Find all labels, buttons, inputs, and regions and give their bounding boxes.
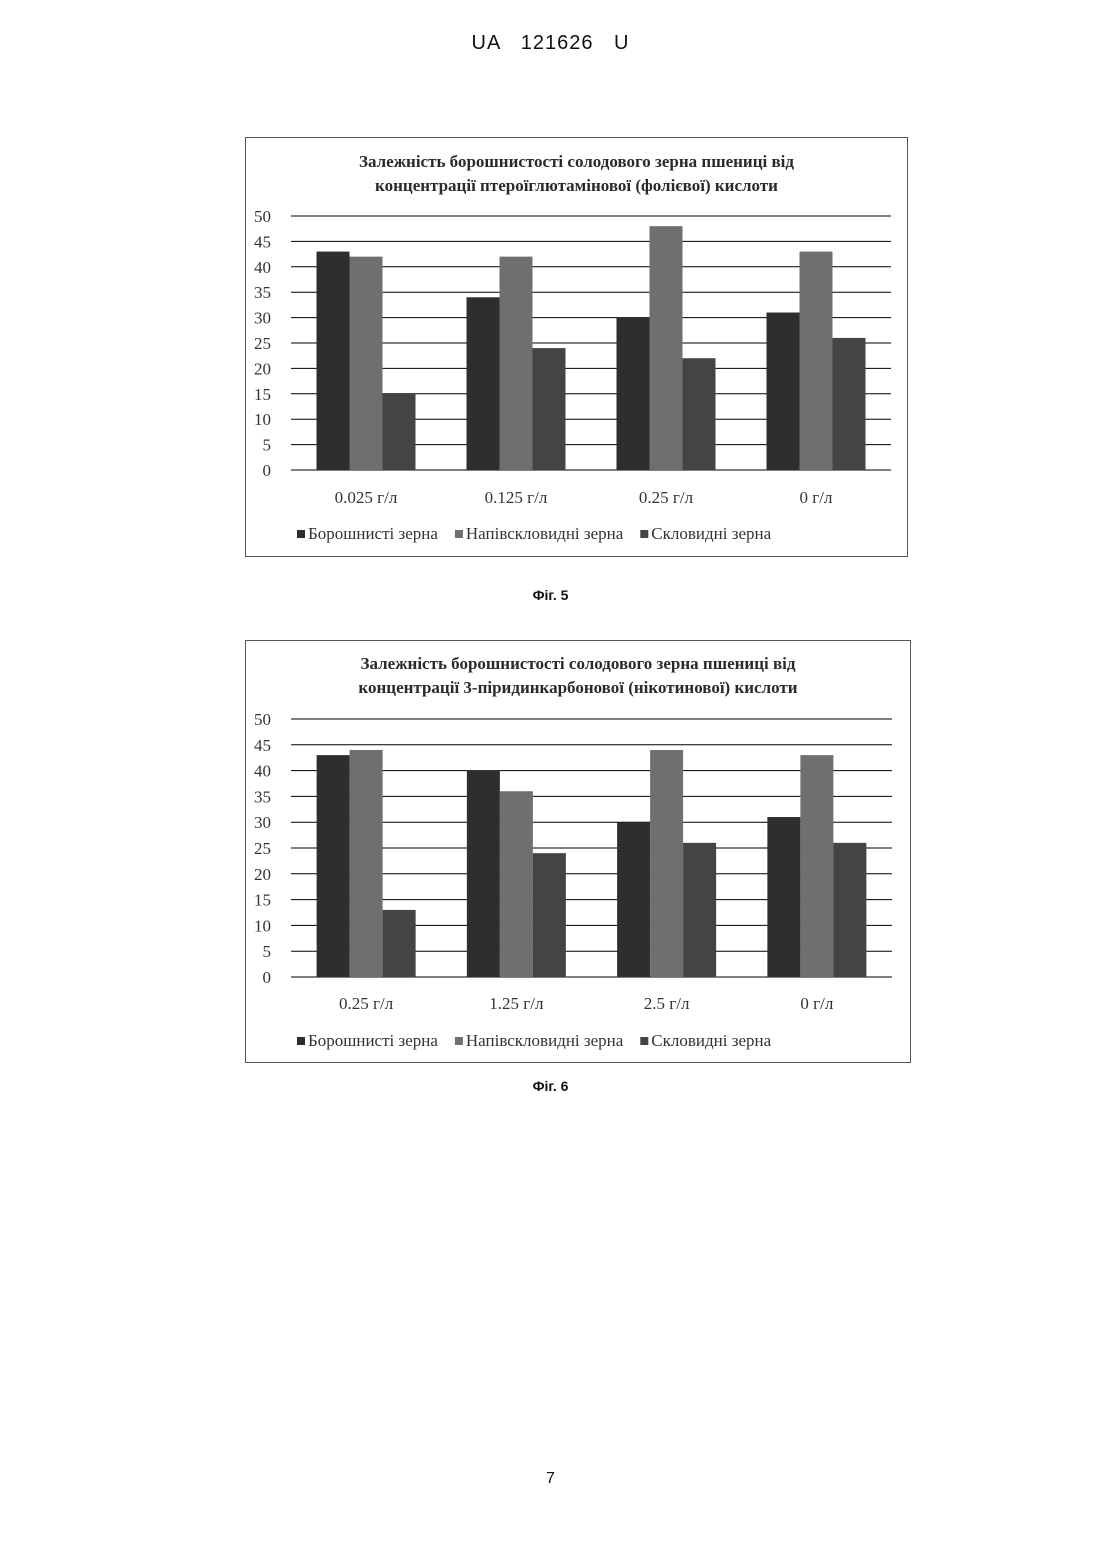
legend-swatch bbox=[455, 1037, 463, 1045]
legend-label: Напівскловидні зерна bbox=[466, 524, 624, 543]
bar-3-4 bbox=[833, 338, 866, 470]
chart-title-line: Залежність борошнистості солодового зерн… bbox=[359, 152, 794, 171]
bar-3-1 bbox=[383, 910, 416, 977]
chart-figure-6: Залежність борошнистості солодового зерн… bbox=[245, 640, 911, 1063]
y-tick-label: 40 bbox=[254, 258, 271, 277]
bar-1-3 bbox=[617, 822, 650, 977]
bar-1-2 bbox=[467, 297, 500, 470]
figure-caption-5: Фіг. 5 bbox=[0, 587, 1101, 603]
legend-label: Напівскловидні зерна bbox=[466, 1031, 624, 1050]
bar-2-3 bbox=[650, 750, 683, 977]
legend-swatch bbox=[297, 1037, 305, 1045]
y-tick-label: 45 bbox=[254, 736, 271, 755]
x-tick-label: 2.5 г/л bbox=[644, 994, 690, 1013]
bar-3-1 bbox=[383, 394, 416, 470]
x-tick-label: 0.25 г/л bbox=[339, 994, 394, 1013]
y-tick-label: 10 bbox=[254, 916, 271, 935]
y-tick-label: 30 bbox=[254, 309, 271, 328]
legend-label: Скловидні зерна bbox=[651, 1031, 771, 1050]
legend-label: Скловидні зерна bbox=[651, 524, 771, 543]
x-tick-label: 1.25 г/л bbox=[489, 994, 544, 1013]
chart-title-line: концентрації 3-піридинкарбонової (нікоти… bbox=[358, 678, 797, 697]
document-header: UA 121626 U bbox=[0, 32, 1101, 55]
figure-caption-6: Фіг. 6 bbox=[0, 1078, 1101, 1094]
page-number: 7 bbox=[0, 1470, 1101, 1488]
x-tick-label: 0.25 г/л bbox=[639, 488, 694, 507]
bar-3-2 bbox=[533, 853, 566, 977]
bar-3-3 bbox=[683, 358, 716, 470]
y-tick-label: 35 bbox=[254, 787, 271, 806]
y-tick-label: 35 bbox=[254, 283, 271, 302]
x-tick-label: 0 г/л bbox=[800, 994, 833, 1013]
x-tick-label: 0 г/л bbox=[800, 488, 833, 507]
bar-1-4 bbox=[767, 817, 800, 977]
y-tick-label: 45 bbox=[254, 232, 271, 251]
bar-3-3 bbox=[683, 843, 716, 977]
bar-3-2 bbox=[533, 348, 566, 470]
chart-title-line: Залежність борошнистості солодового зерн… bbox=[361, 654, 796, 673]
y-tick-label: 50 bbox=[254, 710, 271, 729]
bar-2-2 bbox=[500, 257, 533, 470]
x-tick-label: 0.025 г/л bbox=[335, 488, 398, 507]
y-tick-label: 5 bbox=[263, 436, 272, 455]
bar-2-2 bbox=[500, 791, 533, 977]
bar-1-1 bbox=[317, 252, 350, 470]
y-tick-label: 15 bbox=[254, 891, 271, 910]
x-tick-label: 0.125 г/л bbox=[485, 488, 548, 507]
chart-title-line: концентрації птероїглютамінової (фолієво… bbox=[375, 176, 778, 195]
chart-figure-5: Залежність борошнистості солодового зерн… bbox=[245, 137, 908, 557]
y-tick-label: 50 bbox=[254, 207, 271, 226]
legend-swatch bbox=[455, 530, 463, 538]
legend-swatch bbox=[640, 1037, 648, 1045]
bar-2-4 bbox=[800, 252, 833, 470]
bar-2-4 bbox=[800, 755, 833, 977]
y-tick-label: 10 bbox=[254, 410, 271, 429]
legend-swatch bbox=[297, 530, 305, 538]
y-tick-label: 25 bbox=[254, 334, 271, 353]
bar-1-1 bbox=[317, 755, 350, 977]
y-tick-label: 20 bbox=[254, 359, 271, 378]
bar-1-4 bbox=[767, 313, 800, 470]
y-tick-label: 5 bbox=[263, 942, 272, 961]
legend-swatch bbox=[640, 530, 648, 538]
bar-2-1 bbox=[350, 257, 383, 470]
bar-3-4 bbox=[833, 843, 866, 977]
legend-label: Борошнисті зерна bbox=[308, 524, 438, 543]
bar-1-2 bbox=[467, 771, 500, 977]
y-tick-label: 20 bbox=[254, 865, 271, 884]
legend-label: Борошнисті зерна bbox=[308, 1031, 438, 1050]
bar-2-3 bbox=[650, 226, 683, 470]
y-tick-label: 0 bbox=[263, 461, 272, 480]
bar-2-1 bbox=[350, 750, 383, 977]
y-tick-label: 25 bbox=[254, 839, 271, 858]
bar-1-3 bbox=[617, 318, 650, 470]
y-tick-label: 40 bbox=[254, 762, 271, 781]
y-tick-label: 30 bbox=[254, 813, 271, 832]
y-tick-label: 0 bbox=[263, 968, 272, 987]
y-tick-label: 15 bbox=[254, 385, 271, 404]
